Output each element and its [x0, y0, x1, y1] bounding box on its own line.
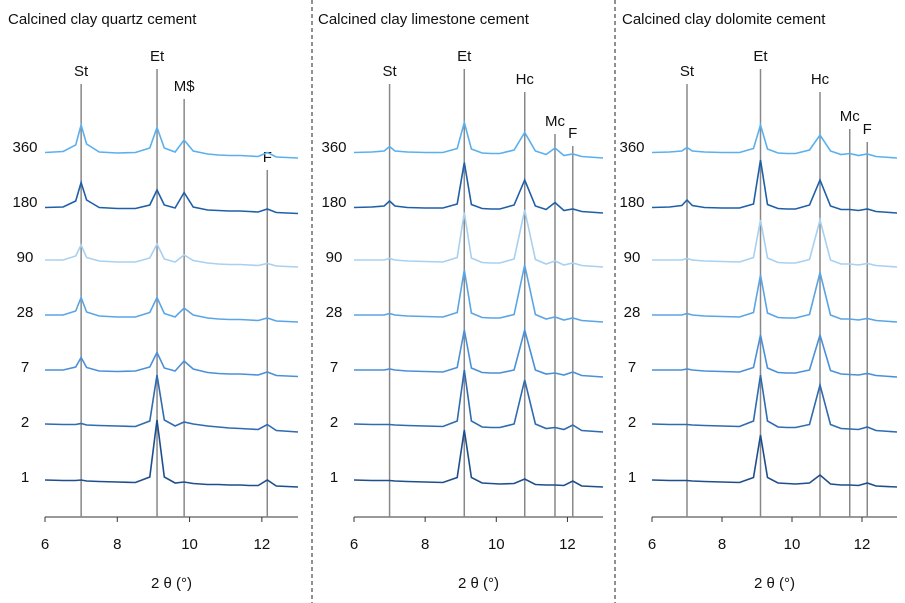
pattern-line [44, 374, 299, 433]
x-tick-label: 10 [488, 536, 505, 553]
pattern-line [652, 216, 898, 268]
reference-label: Et [457, 48, 472, 65]
pattern-line [44, 419, 299, 488]
series-label: 2 [21, 414, 29, 431]
x-tick-label: 6 [648, 536, 656, 553]
pattern-line [45, 350, 299, 378]
series-label: 7 [628, 359, 636, 376]
series-label: 90 [326, 249, 343, 266]
pattern-line [354, 326, 604, 378]
series-label: 1 [330, 469, 338, 486]
series-label: 180 [619, 194, 644, 211]
x-tick-label: 12 [854, 536, 871, 553]
reference-label: Hc [516, 71, 535, 88]
panel-title: Calcined clay quartz cement [8, 11, 197, 28]
panel-title: Calcined clay limestone cement [318, 11, 530, 28]
reference-label: St [74, 63, 89, 80]
reference-label: F [263, 149, 272, 166]
series-label: 7 [330, 359, 338, 376]
pattern-line [44, 179, 299, 215]
pattern-line [652, 332, 898, 378]
series-label: 90 [17, 249, 34, 266]
pattern-line [354, 264, 604, 323]
x-axis-label: 2 θ (°) [151, 575, 192, 592]
pattern-line [651, 159, 898, 214]
pattern-line [353, 162, 604, 214]
reference-label: F [863, 121, 872, 138]
series-label: 360 [619, 139, 644, 156]
panel-title: Calcined clay dolomite cement [622, 11, 826, 28]
series-label: 360 [12, 139, 37, 156]
series-label: 90 [624, 249, 641, 266]
series-label: 1 [21, 469, 29, 486]
series-label: 28 [326, 304, 343, 321]
x-tick-label: 6 [41, 536, 49, 553]
series-label: 180 [12, 194, 37, 211]
pattern-line [353, 429, 604, 488]
series-label: 180 [321, 194, 346, 211]
series-label: 1 [628, 469, 636, 486]
reference-label: F [568, 125, 577, 142]
x-tick-label: 12 [254, 536, 271, 553]
reference-label: Et [150, 48, 165, 65]
pattern-line [45, 242, 299, 268]
series-label: 28 [17, 304, 34, 321]
x-axis-label: 2 θ (°) [458, 575, 499, 592]
reference-label: Hc [811, 71, 830, 88]
reference-label: Mc [545, 113, 565, 130]
reference-label: St [680, 63, 695, 80]
series-label: 28 [624, 304, 641, 321]
x-tick-label: 8 [421, 536, 429, 553]
series-label: 360 [321, 139, 346, 156]
x-tick-label: 8 [718, 536, 726, 553]
x-axis-label: 2 θ (°) [754, 575, 795, 592]
pattern-line [45, 295, 299, 323]
x-tick-label: 8 [113, 536, 121, 553]
pattern-line [44, 122, 299, 159]
x-tick-label: 12 [559, 536, 576, 553]
pattern-line [354, 209, 604, 268]
pattern-line [651, 122, 898, 159]
reference-label: St [382, 63, 397, 80]
pattern-line [651, 434, 898, 488]
series-label: 7 [21, 359, 29, 376]
x-tick-label: 10 [181, 536, 198, 553]
pattern-line [353, 369, 604, 433]
pattern-line [651, 374, 898, 433]
pattern-line [652, 272, 898, 323]
x-tick-label: 6 [350, 536, 358, 553]
series-label: 2 [330, 414, 338, 431]
x-tick-label: 10 [784, 536, 801, 553]
reference-label: Mc [840, 108, 860, 125]
reference-label: Et [753, 48, 768, 65]
series-label: 2 [628, 414, 636, 431]
pattern-line [353, 119, 604, 159]
reference-label: M$ [174, 78, 195, 95]
